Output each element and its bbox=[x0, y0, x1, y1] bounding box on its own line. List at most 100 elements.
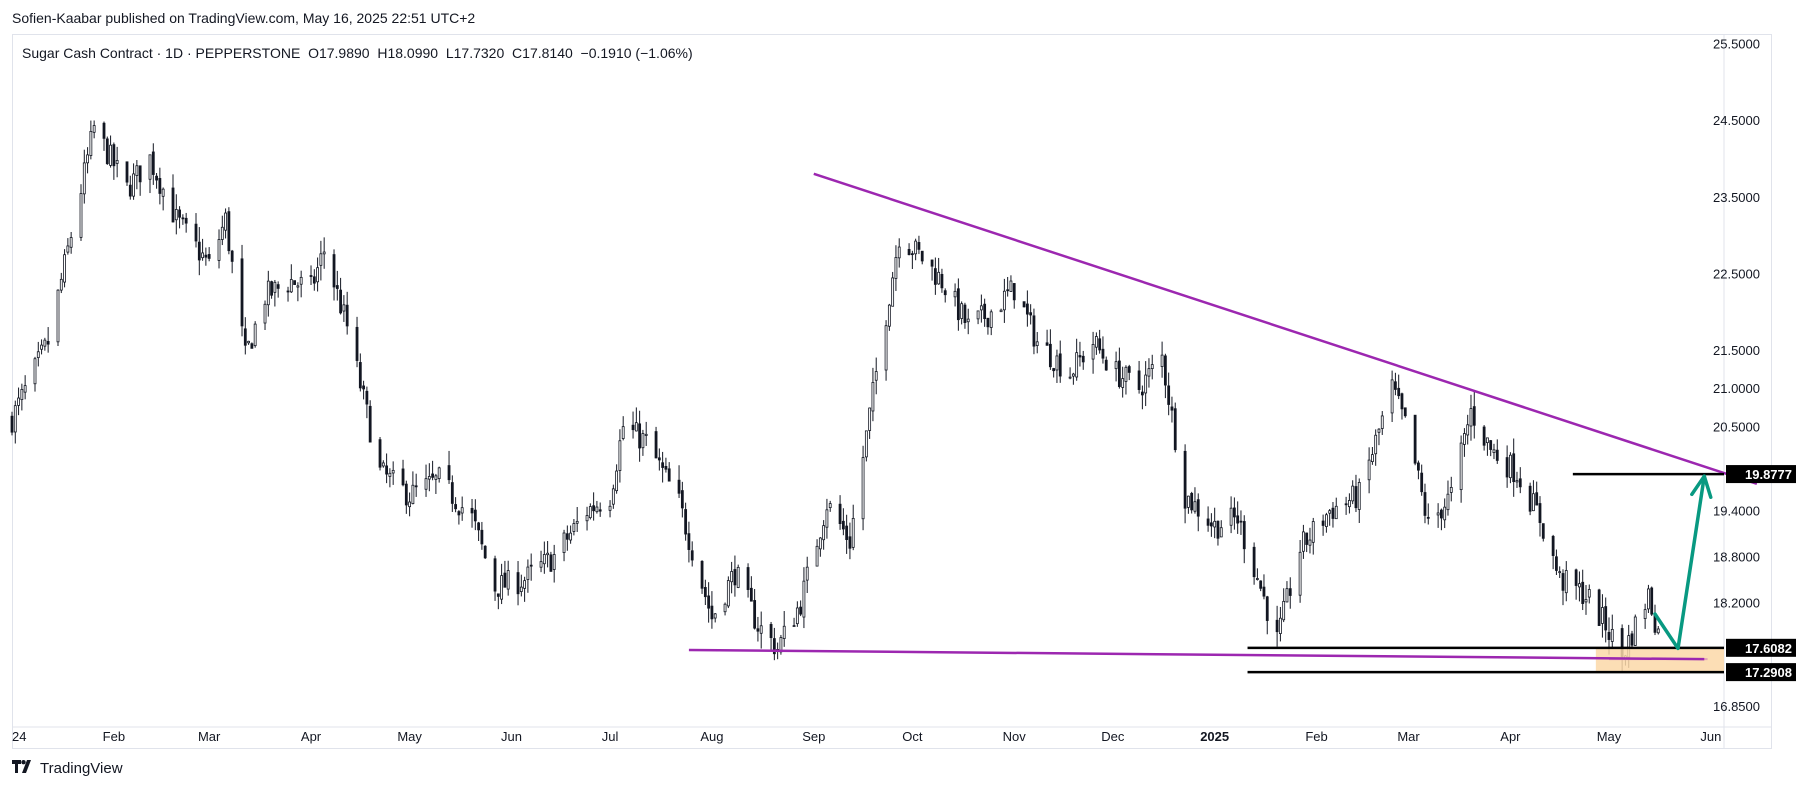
candle-body bbox=[1423, 492, 1427, 516]
y-tick-label: 22.5000 bbox=[1713, 266, 1760, 281]
projection-arrow[interactable] bbox=[1653, 474, 1707, 651]
candle-body bbox=[1610, 629, 1614, 642]
candle-body bbox=[194, 223, 198, 242]
candle-body bbox=[1370, 454, 1374, 462]
descending-trendline[interactable] bbox=[813, 172, 1758, 486]
candle-body bbox=[759, 625, 763, 634]
candle-body bbox=[1117, 360, 1121, 387]
candle-body bbox=[1344, 503, 1348, 506]
tradingview-brand: TradingView bbox=[40, 760, 123, 777]
candle-body bbox=[845, 525, 849, 540]
candle-body bbox=[907, 248, 911, 256]
candle-body bbox=[1633, 616, 1637, 646]
candle-body bbox=[181, 217, 185, 220]
candle-body bbox=[565, 533, 569, 540]
x-tick-label: Sep bbox=[802, 729, 825, 744]
candle-body bbox=[1098, 338, 1102, 351]
candle-body bbox=[1229, 507, 1233, 526]
candle-body bbox=[746, 567, 750, 590]
candle-body bbox=[1301, 531, 1305, 552]
candle-body bbox=[13, 405, 17, 433]
candle-body bbox=[1170, 406, 1174, 411]
candle-body bbox=[1144, 374, 1148, 394]
candle-body bbox=[986, 317, 990, 328]
candle-body bbox=[726, 580, 730, 607]
candle-body bbox=[1209, 522, 1213, 527]
candle-body bbox=[1459, 442, 1463, 491]
candle-body bbox=[365, 390, 369, 405]
candle-body bbox=[1012, 283, 1016, 301]
candle-body bbox=[1538, 503, 1542, 523]
candle-body bbox=[1048, 343, 1052, 368]
candle-body bbox=[1025, 303, 1029, 315]
candle-body bbox=[391, 469, 395, 474]
candle-body bbox=[1528, 485, 1532, 512]
candle-body bbox=[1242, 521, 1246, 550]
candle-body bbox=[1492, 449, 1496, 453]
candle-body bbox=[1469, 408, 1473, 427]
candle-body bbox=[1232, 507, 1236, 518]
candle-body bbox=[621, 426, 625, 439]
y-tick-label: 21.0000 bbox=[1713, 381, 1760, 396]
candle-body bbox=[43, 339, 47, 347]
x-tick-label: Feb bbox=[1305, 729, 1327, 744]
candle-body bbox=[960, 303, 964, 319]
candle-body bbox=[470, 507, 474, 514]
candle-body bbox=[1265, 596, 1269, 621]
candle-body bbox=[825, 509, 829, 528]
candle-body bbox=[335, 285, 339, 289]
lower-trendline[interactable] bbox=[688, 648, 1705, 661]
candle-body bbox=[1558, 571, 1562, 574]
candle-body bbox=[184, 217, 188, 224]
candle-body bbox=[687, 533, 691, 550]
tradingview-logo-icon bbox=[12, 760, 34, 777]
candle-body bbox=[270, 281, 273, 296]
candle-body bbox=[569, 532, 573, 541]
candle-body bbox=[220, 226, 224, 240]
x-tick-label: Feb bbox=[103, 729, 125, 744]
legend-close: C17.8140 bbox=[512, 45, 573, 61]
candle-body bbox=[243, 328, 247, 346]
candle-body bbox=[1535, 492, 1539, 506]
candle-body bbox=[1505, 457, 1509, 478]
candle-body bbox=[736, 566, 740, 588]
chart-frame[interactable] bbox=[12, 34, 1772, 749]
candle-body bbox=[1298, 551, 1302, 596]
candle-body bbox=[549, 554, 553, 572]
candle-body bbox=[86, 154, 89, 164]
candle-body bbox=[575, 520, 579, 524]
x-tick-label: 2025 bbox=[1200, 729, 1229, 744]
candle-body bbox=[851, 517, 855, 548]
candle-body bbox=[799, 606, 803, 615]
candle-body bbox=[1186, 495, 1190, 508]
candle-body bbox=[1417, 462, 1420, 471]
candle-body bbox=[178, 209, 181, 218]
candle-body bbox=[289, 279, 293, 293]
candle-body bbox=[1403, 407, 1407, 417]
candle-body bbox=[109, 144, 112, 166]
candle-body bbox=[818, 537, 822, 550]
candle-body bbox=[618, 440, 622, 471]
candle-body bbox=[17, 397, 20, 406]
candle-body bbox=[523, 580, 527, 589]
candle-body bbox=[1091, 344, 1095, 360]
candle-body bbox=[1216, 520, 1220, 539]
candle-body bbox=[1160, 354, 1164, 367]
x-tick-label: Dec bbox=[1101, 729, 1125, 744]
candle-body bbox=[519, 586, 523, 592]
candle-body bbox=[299, 276, 303, 285]
legend-high: H18.0990 bbox=[377, 45, 439, 61]
tradingview-footer[interactable]: TradingView bbox=[12, 760, 123, 777]
candle-body bbox=[1656, 628, 1660, 634]
candle-body bbox=[661, 462, 665, 468]
candle-body bbox=[102, 122, 106, 139]
candle-body bbox=[1032, 315, 1036, 347]
candle-body bbox=[434, 475, 438, 480]
candle-body bbox=[201, 252, 204, 259]
candle-body bbox=[1213, 520, 1217, 528]
candle-body bbox=[707, 595, 711, 609]
candle-body bbox=[319, 253, 323, 266]
candle-body bbox=[138, 165, 142, 183]
candle-body bbox=[1071, 373, 1075, 377]
